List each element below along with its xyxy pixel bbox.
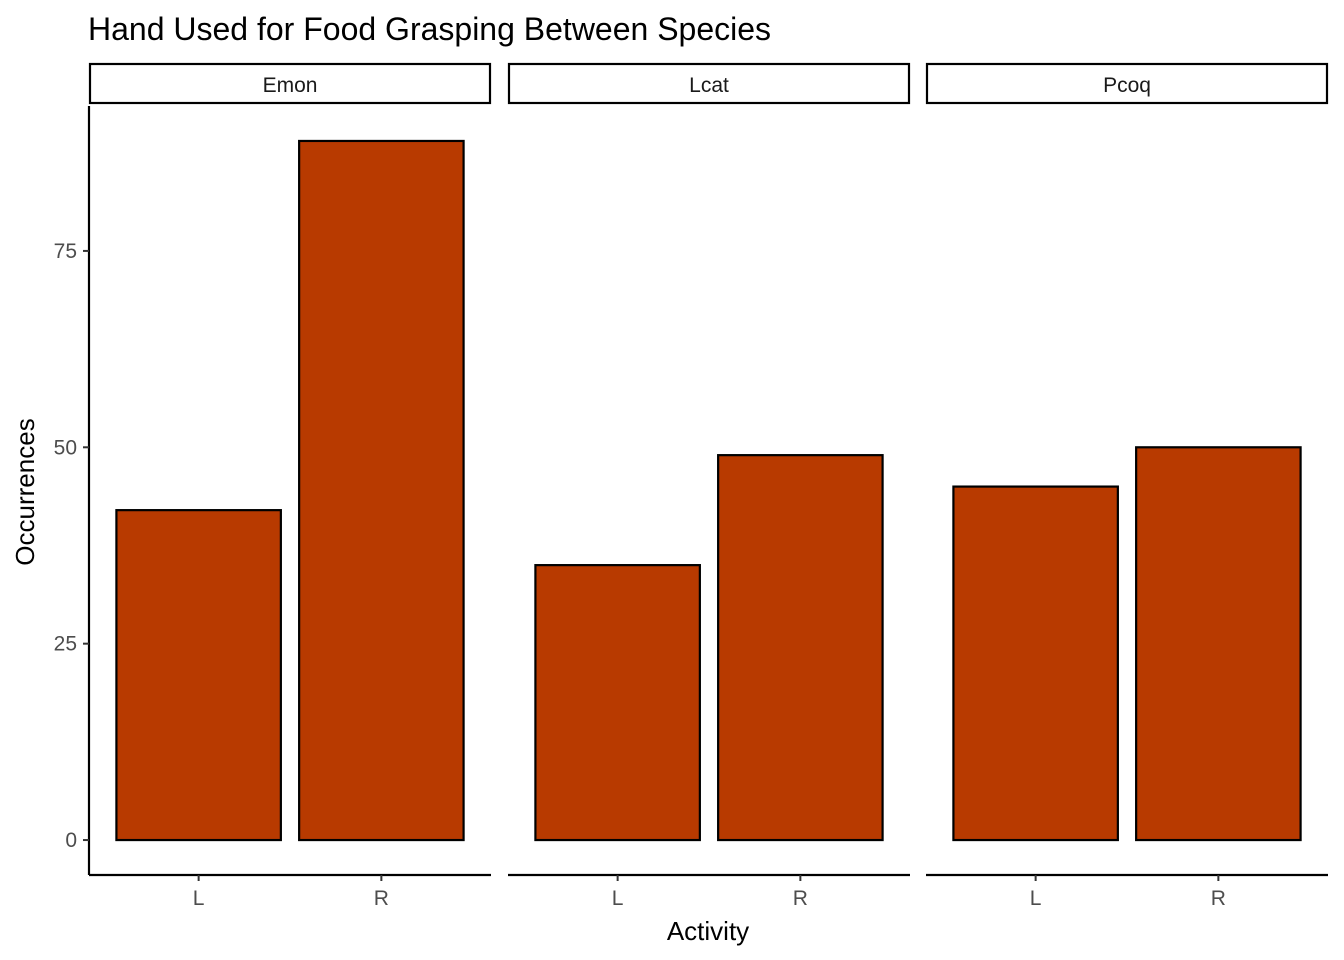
y-tick-label: 25 [54,633,77,656]
bar [1135,446,1302,842]
bar [298,139,465,842]
y-axis: 0 25 50 75 [54,106,91,875]
y-tick-label: 75 [54,240,77,263]
x-tick-label: R [1211,887,1226,910]
x-tick-label: L [193,887,205,910]
chart-title: Hand Used for Food Grasping Between Spec… [88,11,771,47]
x-axis-title: Activity [667,916,749,946]
x-tick-label: L [1030,887,1042,910]
facet-panels: Emon L R Lcat L R Pcoq L R [88,62,1329,910]
bar [534,564,701,842]
y-axis-title: Occurrences [10,418,40,565]
x-tick-label: R [793,887,808,910]
facet-strip-label: Emon [263,74,318,97]
facet-panel-pcoq: Pcoq L R [925,62,1329,910]
facet-panel-emon: Emon L R [88,62,492,910]
facet-strip [507,62,911,105]
bar [952,485,1119,842]
bar [717,454,884,842]
facet-panel-lcat: Lcat L R [507,62,911,910]
x-tick-label: L [612,887,624,910]
facet-strip-label: Pcoq [1103,74,1151,97]
facet-strip [925,62,1329,105]
bar [115,509,282,842]
y-tick-label: 0 [65,829,77,852]
facet-strip-label: Lcat [689,74,729,97]
x-tick-label: R [374,887,389,910]
facet-strip [88,62,492,105]
y-tick-label: 50 [54,436,77,459]
